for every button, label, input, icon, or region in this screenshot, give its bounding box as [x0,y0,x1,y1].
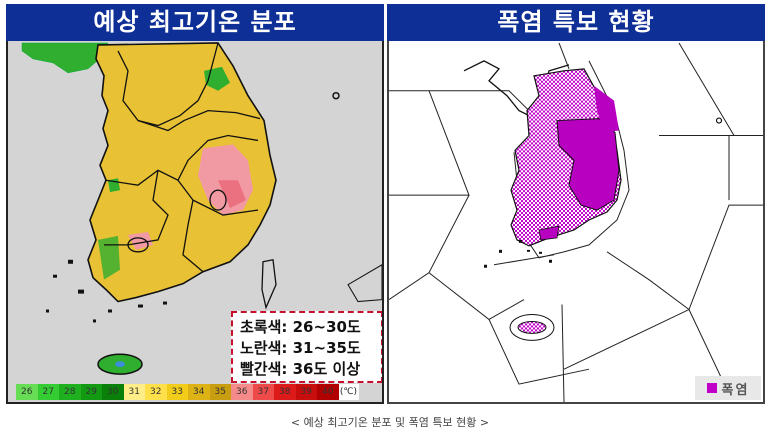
colorbar-cell: 29 [80,384,102,400]
colorbar-cell: 39 [295,384,317,400]
max-temp-panel: 예상 최고기온 분포 [6,4,384,404]
colorbar-cell: 28 [59,384,81,400]
colorbar-unit: (℃) [338,384,359,400]
colorbar-cell: 40 [317,384,339,400]
heatwave-legend-label: 폭염 [721,382,750,398]
heatwave-map: 폭염 [387,41,765,404]
colorbar-cell: 32 [145,384,167,400]
colorbar-cell: 31 [123,384,145,400]
figure-caption: < 예상 최고기온 분포 및 폭염 특보 현황 > [290,416,490,429]
heatwave-swatch-icon [706,383,717,393]
heatwave-map-graphic [389,42,763,402]
max-temp-map: 초록색: 26~30도 노란색: 31~35도 빨간색: 36도 이상 26 2… [6,41,384,404]
legend-green: 초록색: 26~30도 [240,318,361,336]
color-meaning-legend: 초록색: 26~30도 노란색: 31~35도 빨간색: 36도 이상 [231,311,382,383]
heatwave-title: 폭염 특보 현황 [387,4,765,41]
colorbar-cell: 26 [16,384,38,400]
colorbar-cell: 33 [166,384,188,400]
colorbar-cell: 37 [252,384,274,400]
colorbar-cell: 34 [188,384,210,400]
max-temp-title: 예상 최고기온 분포 [6,4,384,41]
colorbar-cell: 27 [37,384,59,400]
colorbar-cell: 38 [274,384,296,400]
temperature-colorbar: 26 27 28 29 30 31 32 33 34 35 36 37 38 3… [16,384,359,400]
temperature-map-graphic [21,42,382,375]
colorbar-cell: 36 [231,384,253,400]
heatwave-panel: 폭염 특보 현황 [387,4,765,404]
colorbar-cell: 30 [102,384,124,400]
legend-yellow: 노란색: 31~35도 [240,339,361,357]
legend-red: 빨간색: 36도 이상 [240,360,361,378]
heatwave-legend: 폭염 [695,376,761,400]
colorbar-cell: 35 [209,384,231,400]
